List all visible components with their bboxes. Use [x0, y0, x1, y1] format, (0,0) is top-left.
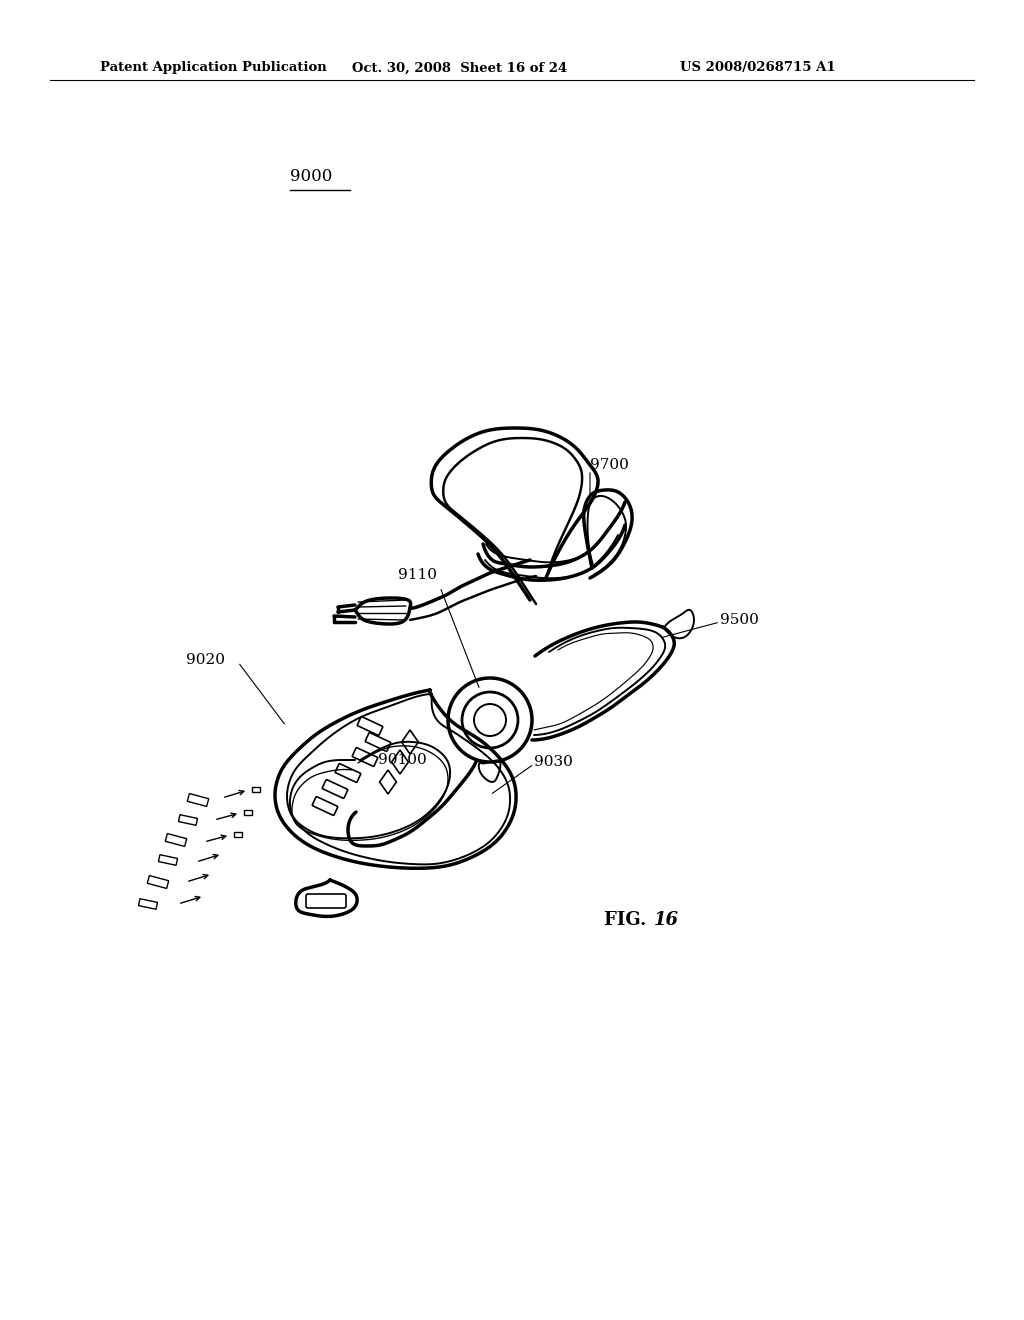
Text: 90100: 90100 [378, 752, 427, 767]
Text: 16: 16 [654, 911, 679, 929]
Text: 9020: 9020 [186, 653, 225, 667]
Text: 9000: 9000 [290, 168, 333, 185]
Text: US 2008/0268715 A1: US 2008/0268715 A1 [680, 62, 836, 74]
Text: 9110: 9110 [398, 568, 437, 582]
Text: 9700: 9700 [590, 458, 629, 473]
Text: 9030: 9030 [534, 755, 572, 770]
Text: FIG.: FIG. [604, 911, 652, 929]
Text: 9500: 9500 [720, 612, 759, 627]
Text: Oct. 30, 2008  Sheet 16 of 24: Oct. 30, 2008 Sheet 16 of 24 [352, 62, 567, 74]
Text: Patent Application Publication: Patent Application Publication [100, 62, 327, 74]
